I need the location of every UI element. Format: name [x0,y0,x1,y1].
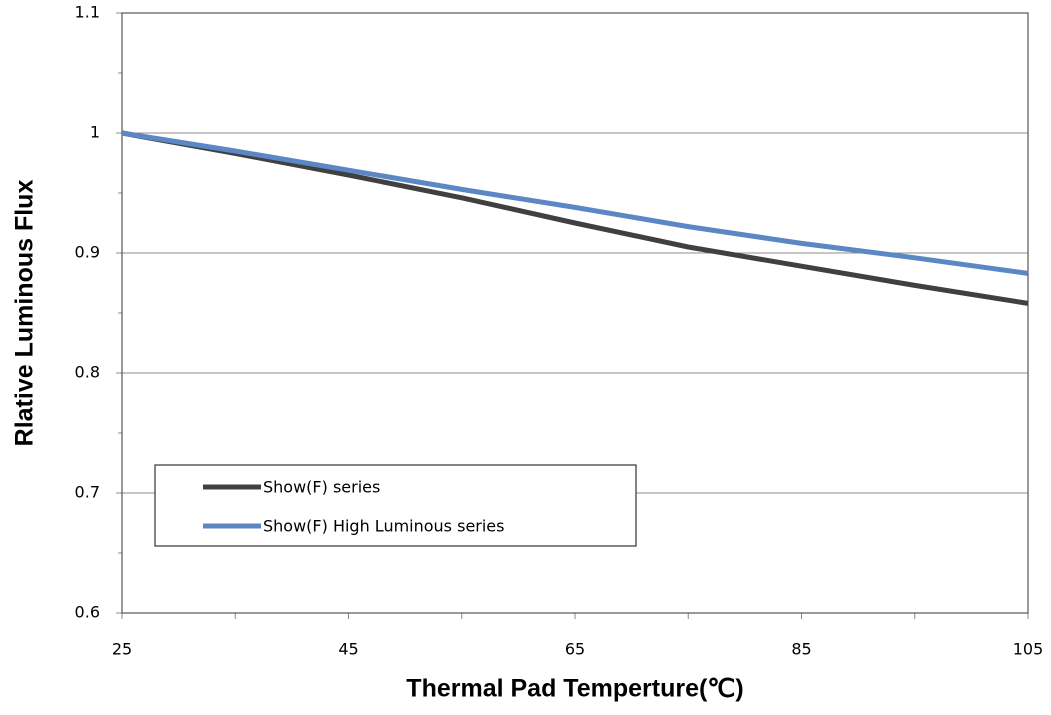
y-tick-label: 0.9 [75,243,100,262]
y-tick-label: 0.7 [75,483,100,502]
legend-label: Show(F) High Luminous series [263,517,504,536]
x-axis-label: Thermal Pad Temperture(℃) [406,675,743,703]
y-tick-label: 1.1 [75,3,100,22]
x-tick-label: 105 [1013,640,1044,659]
y-tick-label: 0.6 [75,603,100,622]
plot-frame [121,12,1029,614]
x-tick-label: 45 [338,640,358,659]
y-tick-label: 1 [90,123,100,142]
x-tick-label: 65 [565,640,585,659]
series-line [121,130,1029,306]
x-tick-label: 25 [112,640,132,659]
y-tick-label: 0.8 [75,363,100,382]
legend-box [154,464,637,547]
x-tick-label: 85 [791,640,811,659]
series-line [121,130,1029,276]
y-axis-label: Rlative Luminous Flux [11,180,39,447]
legend-label: Show(F) series [263,478,380,497]
